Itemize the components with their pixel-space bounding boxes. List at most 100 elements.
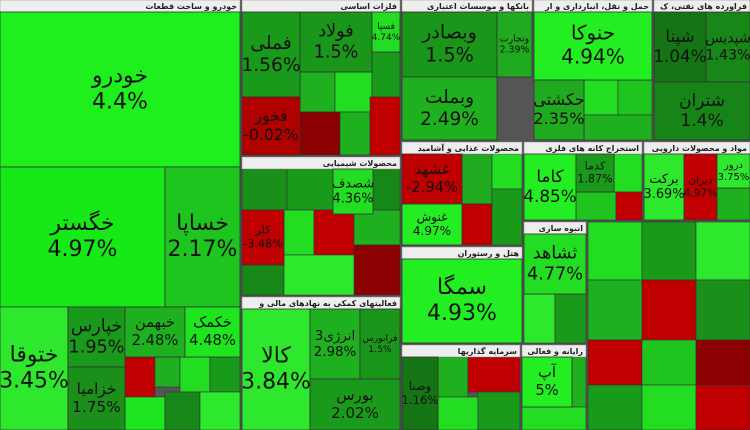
tile [401, 258, 523, 344]
filler-tile [124, 396, 166, 430]
sector-title: هتل و رستوران [458, 249, 520, 258]
tile-label: خودرو [91, 63, 148, 88]
tile [683, 153, 718, 221]
tile-change: 2.02% [331, 404, 379, 422]
sector-title: خودرو و ساخت قطعات [146, 2, 238, 11]
tile-label: کلر [254, 224, 271, 238]
tile-label: شپنا [665, 26, 694, 47]
tile [653, 81, 750, 141]
tile-change: 3.69% [644, 187, 685, 202]
filler-tile [339, 111, 371, 156]
tile-label: فخوز [253, 107, 287, 126]
tile-change: 4.94% [561, 45, 625, 69]
filler-tile [615, 191, 643, 221]
tile-label: فولاد [318, 21, 353, 41]
tile-change: 1.95% [69, 338, 125, 358]
filler-tile [587, 339, 643, 386]
tile-label: وبملت [425, 87, 474, 108]
tile-change: 1.16% [402, 393, 439, 407]
filler-tile [716, 187, 750, 221]
tile-label: سمگا [437, 274, 487, 300]
filler-tile [695, 221, 750, 281]
filler-tile [353, 209, 401, 246]
sector-title: مواد و محصولات دارویی [652, 144, 747, 153]
filler-tile [313, 209, 355, 261]
tile-change: 1.75% [72, 398, 121, 416]
tile-label: خبهمن [135, 314, 175, 331]
tile [401, 76, 498, 141]
tile [67, 366, 126, 430]
tile-label: ختوقا [10, 342, 59, 367]
filler-tile [491, 153, 523, 190]
tile-change: 1.4% [680, 111, 723, 131]
filler-tile [241, 168, 288, 211]
tile-label: درور [723, 160, 743, 171]
tile-change: 1.43% [705, 48, 750, 64]
filler-tile [461, 203, 493, 246]
tile [184, 306, 241, 358]
tile-change: 2.35% [533, 109, 584, 128]
tile [705, 11, 750, 83]
sector-header [241, 156, 401, 170]
tile-label: ثشاهد [533, 243, 578, 263]
filler-tile [299, 111, 341, 156]
filler-tile [371, 51, 401, 98]
filler-tile [587, 279, 643, 341]
tile-change: 1.56% [241, 55, 300, 76]
tile-label: خزامیا [77, 380, 117, 398]
tile-change: 1.04% [653, 46, 706, 66]
filler-tile [437, 356, 469, 398]
tile-label: فسپا [377, 22, 395, 32]
tile-change: 4.97% [48, 237, 118, 262]
sector-title: فلزات اساسی [340, 2, 397, 11]
filler-tile [461, 153, 493, 205]
tile-change: 1.5% [425, 43, 474, 66]
filler-tile [571, 356, 587, 408]
filler-tile [241, 264, 285, 296]
filler-tile [334, 71, 373, 113]
tile-change: 3.75% [718, 172, 750, 183]
tile [401, 356, 439, 430]
filler-tile [372, 168, 401, 211]
tile-label: بورس [336, 386, 373, 404]
filler-tile [154, 356, 181, 388]
filler-tile [437, 396, 479, 430]
filler-tile [467, 356, 521, 393]
filler-tile [695, 339, 750, 386]
sector-header [401, 344, 521, 358]
filler-tile [164, 391, 201, 430]
sector-title: رایانه و فعالی [527, 347, 583, 356]
tile-label: غنوش [417, 210, 448, 225]
filler-tile [575, 191, 617, 221]
tile-change: 4.4% [92, 90, 148, 115]
tile-change: 2.48% [132, 332, 179, 349]
tile [67, 306, 126, 368]
tile-label: شتران [679, 91, 725, 111]
filler-tile [695, 279, 750, 341]
tile-label: وتجارت [500, 33, 529, 44]
tile [401, 203, 463, 246]
tile-label: وصنا [409, 379, 432, 394]
tile [359, 308, 401, 380]
tile-change: 2.39% [500, 45, 530, 56]
filler-tile [353, 244, 401, 296]
tile [521, 356, 573, 408]
tile-label: خگستر [49, 210, 114, 236]
filler-tile [617, 79, 653, 116]
tile-label: برکت [649, 172, 679, 187]
tile-label: خکمک [193, 314, 232, 331]
tile [241, 209, 285, 266]
tile-label: فرابورس [362, 333, 397, 344]
sector-title: فعالیتهای کمکی به نهادهای مالی و [258, 299, 397, 308]
tile-label: کاما [536, 166, 563, 186]
tile-label: خپارس [71, 316, 123, 336]
filler-tile [523, 293, 556, 344]
tile-change: 1.5% [314, 43, 359, 63]
sector-title: محصولات غذایی و آشامید [418, 143, 519, 153]
tile-change: 3.45% [0, 369, 69, 394]
filler-tile [587, 384, 643, 430]
filler-tile [583, 114, 653, 141]
filler-tile [641, 384, 697, 430]
tile-change: 4.74% [372, 33, 401, 43]
filler-tile [491, 188, 523, 246]
